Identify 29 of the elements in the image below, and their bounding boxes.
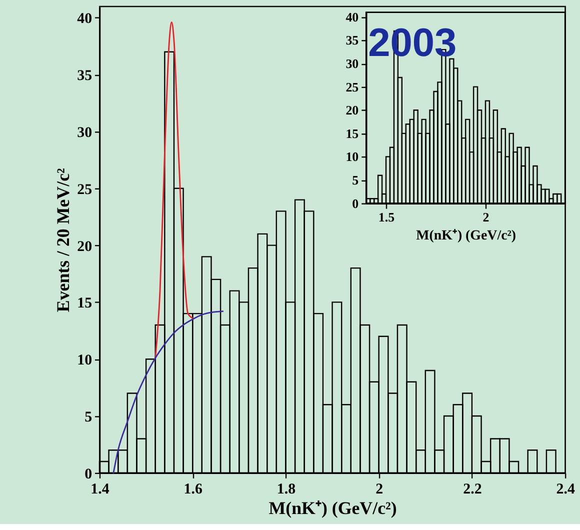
y-tick-label: 40 xyxy=(346,9,359,24)
y-tick-label: 30 xyxy=(77,124,92,141)
y-tick-label: 10 xyxy=(77,352,92,369)
y-tick-label: 5 xyxy=(352,172,359,188)
y-tick-label: 20 xyxy=(77,238,92,255)
y-tick-label: 0 xyxy=(352,196,359,211)
x-tick-label: 2.2 xyxy=(463,481,482,498)
x-tick-label: 1.5 xyxy=(378,210,395,225)
x-tick-label: 2 xyxy=(376,481,384,498)
x-axis-title: M(nK⁺) (GeV/c²) xyxy=(268,498,397,518)
x-tick-label: 2.4 xyxy=(556,481,576,498)
y-axis-title: Events / 20 MeV/c² xyxy=(53,168,74,312)
y-tick-label: 20 xyxy=(346,102,359,118)
x-tick-label: 1.6 xyxy=(184,481,203,498)
y-tick-label: 15 xyxy=(346,126,359,141)
x-tick-label: 1.4 xyxy=(90,481,110,498)
y-tick-label: 40 xyxy=(77,11,92,28)
x-tick-label: 1.8 xyxy=(276,481,296,498)
x-tick-label: 2 xyxy=(482,210,490,225)
x-axis-title: M(nK⁺) (GeV/c²) xyxy=(416,228,516,244)
y-tick-label: 15 xyxy=(77,296,92,312)
y-tick-label: 35 xyxy=(346,32,359,48)
y-tick-label: 25 xyxy=(77,182,92,198)
y-tick-label: 5 xyxy=(84,409,92,426)
y-tick-label: 0 xyxy=(84,466,92,482)
y-tick-label: 25 xyxy=(346,79,359,94)
y-tick-label: 10 xyxy=(346,149,359,164)
y-tick-label: 35 xyxy=(77,68,92,84)
y-tick-label: 30 xyxy=(346,56,359,72)
